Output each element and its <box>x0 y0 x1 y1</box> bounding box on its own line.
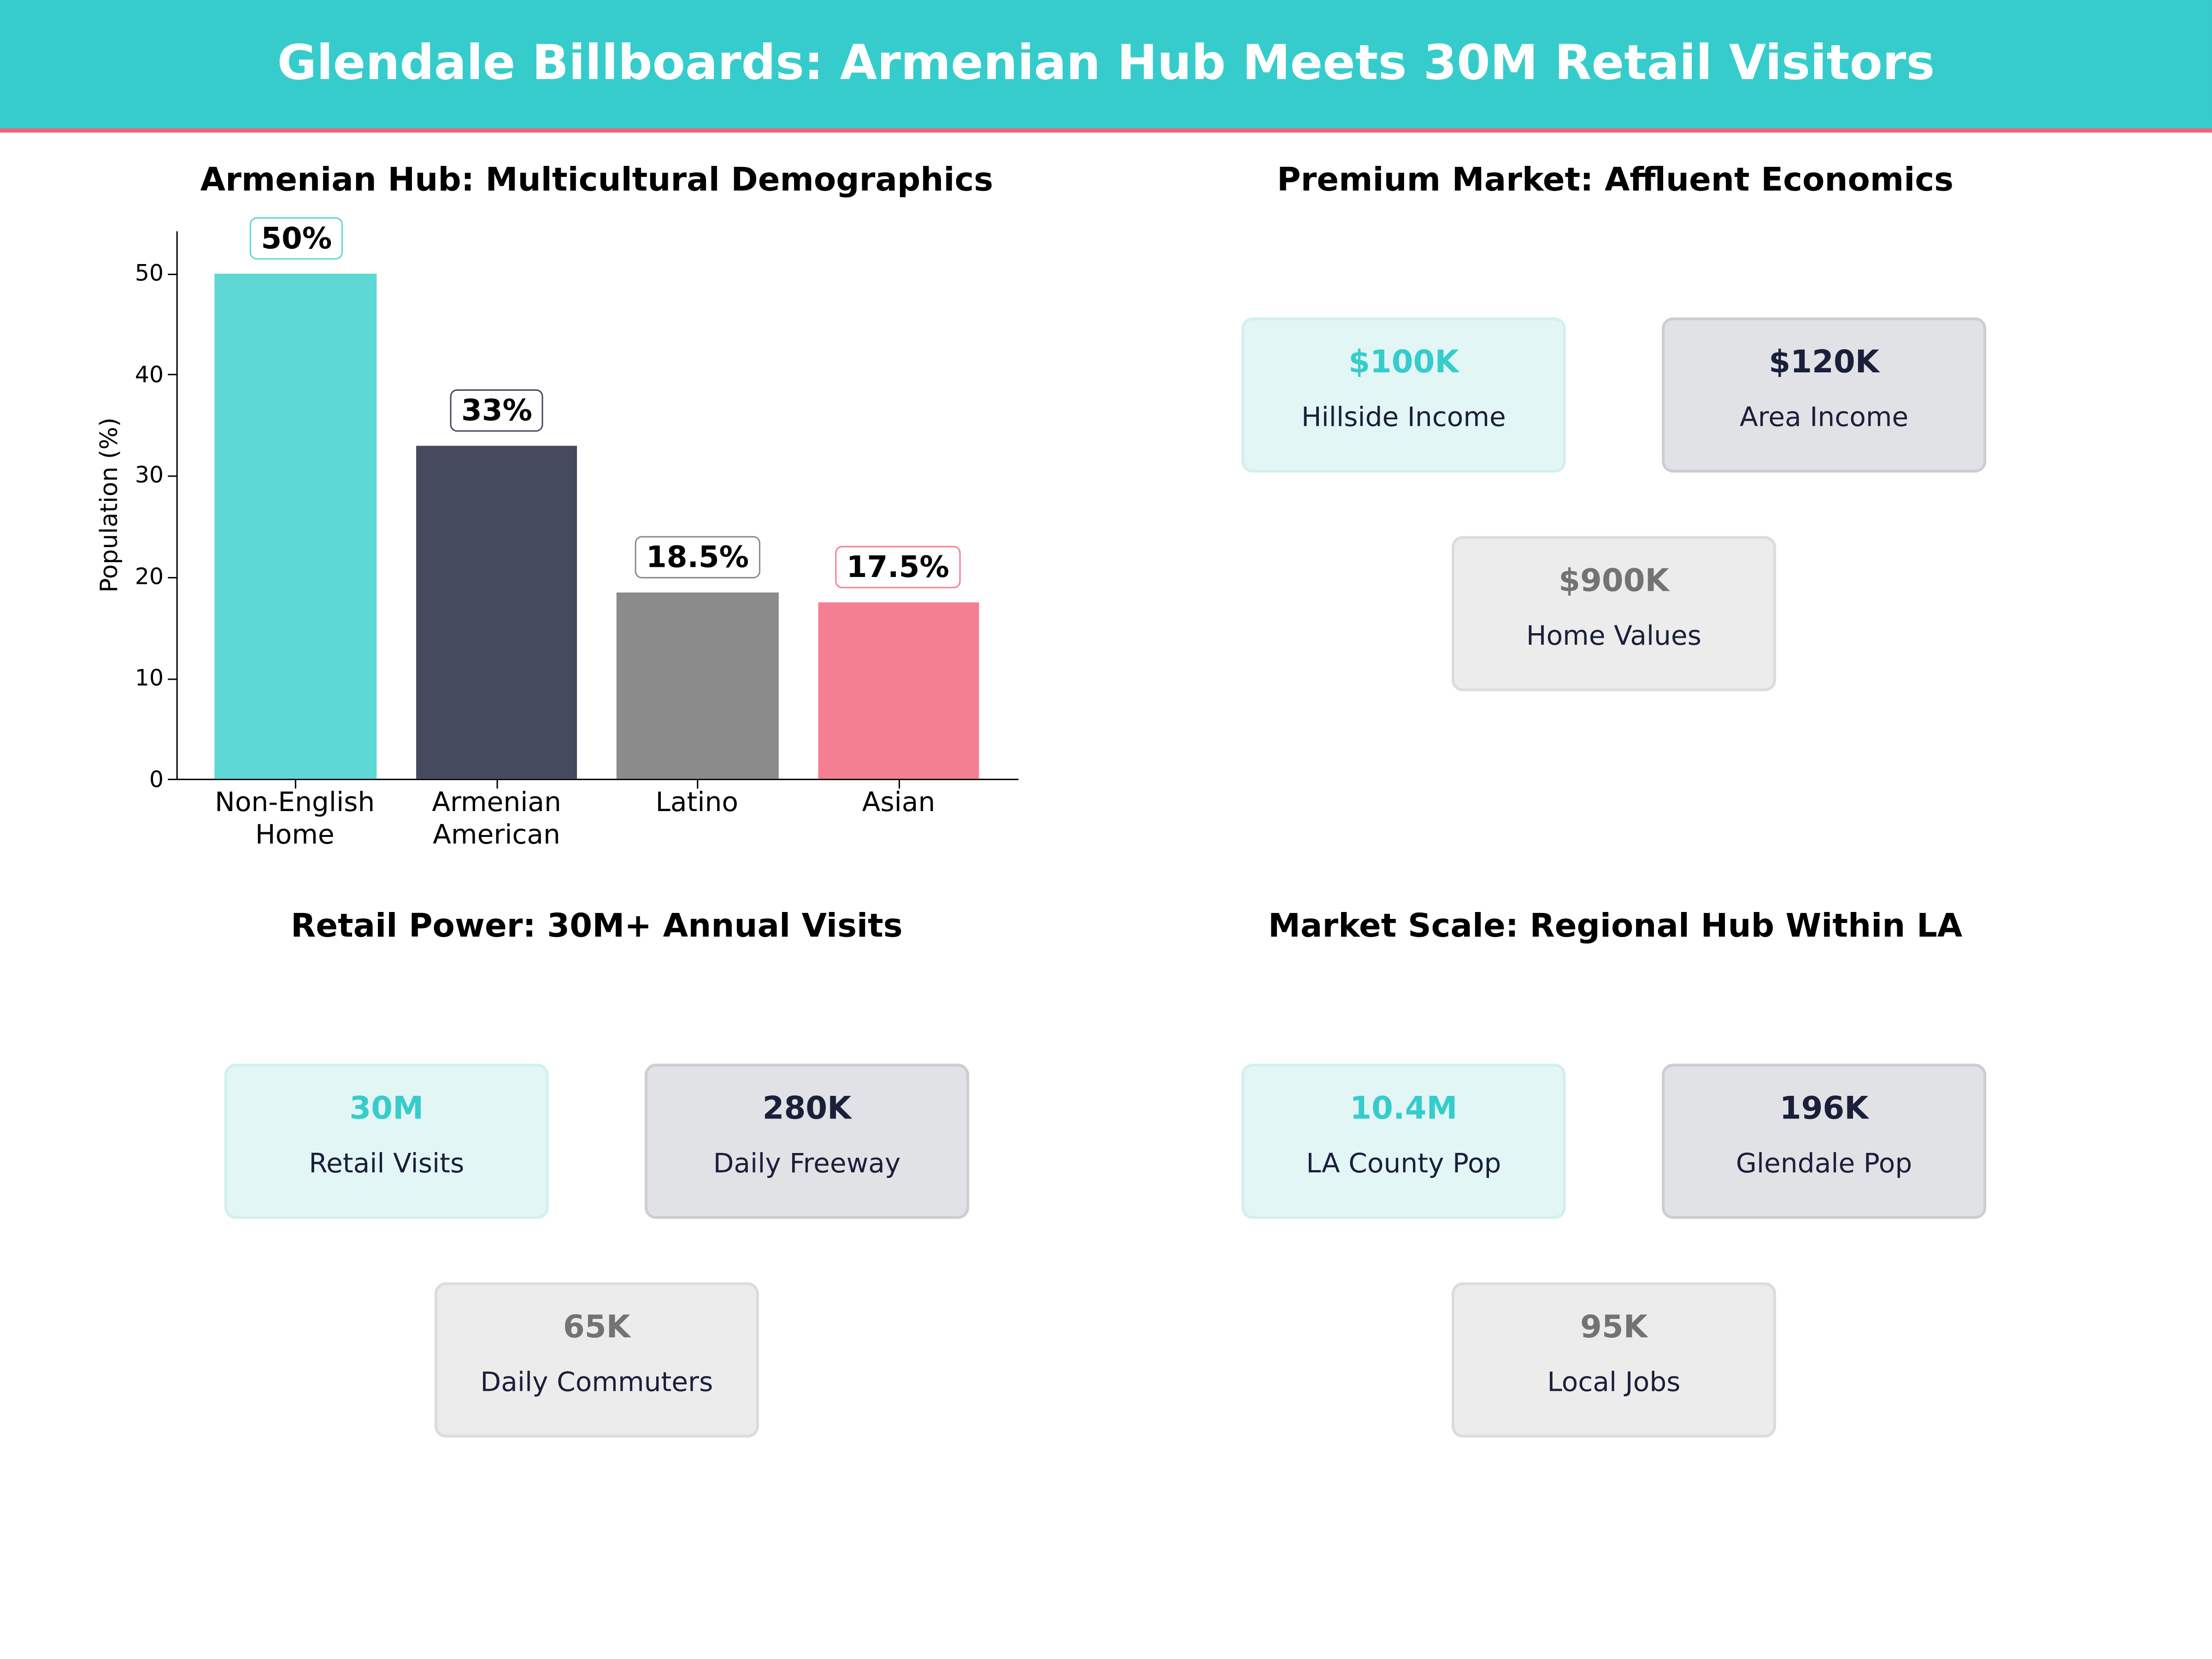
y-tick <box>168 374 176 376</box>
stat-card-la-county-pop: 10.4M LA County Pop <box>1241 1064 1566 1219</box>
y-tick <box>168 678 176 680</box>
x-tick <box>898 780 900 789</box>
card-label: Daily Commuters <box>480 1367 713 1398</box>
y-axis <box>176 231 178 780</box>
card-value: 280K <box>762 1092 852 1127</box>
card-label: Home Values <box>1526 620 1702 652</box>
bar-value-label: 17.5% <box>835 546 961 588</box>
bar-value-label: 18.5% <box>635 536 760 579</box>
x-axis <box>176 778 1019 780</box>
bar-value-label: 33% <box>450 389 544 432</box>
card-value: 95K <box>1580 1310 1647 1346</box>
card-label: Retail Visits <box>309 1148 465 1180</box>
card-label: Hillside Income <box>1301 402 1506 433</box>
x-label-line: Home <box>255 819 335 851</box>
x-tick <box>294 780 296 789</box>
stat-card-area-income: $120K Area Income <box>1662 317 1987 473</box>
stat-card-home-values: $900K Home Values <box>1451 536 1777 691</box>
demographics-title: Armenian Hub: Multicultural Demographics <box>200 162 994 199</box>
bar-value-label: 50% <box>249 217 343 260</box>
y-tick <box>168 778 176 780</box>
card-value: 196K <box>1779 1092 1869 1127</box>
card-label: Area Income <box>1739 402 1909 433</box>
x-tick-label: Armenian American <box>391 787 602 852</box>
retail-title: Retail Power: 30M+ Annual Visits <box>291 908 903 946</box>
x-label-line: Asian <box>862 787 935 818</box>
card-label: Daily Freeway <box>713 1148 901 1180</box>
header-accent-stripe <box>0 128 2212 133</box>
x-label-line: Latino <box>655 787 738 818</box>
x-label-line: Armenian <box>432 787 561 818</box>
header-banner <box>0 0 2212 129</box>
x-tick <box>496 780 498 789</box>
y-tick-label: 30 <box>135 461 164 488</box>
x-tick-label: Latino <box>591 787 803 819</box>
bar-armenian-american <box>416 446 577 779</box>
y-tick <box>168 577 176 579</box>
card-label: Glendale Pop <box>1735 1148 1912 1180</box>
stat-card-hillside-income: $100K Hillside Income <box>1241 317 1566 473</box>
stat-card-daily-freeway: 280K Daily Freeway <box>644 1064 970 1219</box>
bar-latino <box>616 592 779 779</box>
card-value: $100K <box>1348 345 1459 381</box>
page-title: Glendale Billboards: Armenian Hub Meets … <box>277 35 1935 92</box>
card-value: 65K <box>563 1310 630 1346</box>
card-value: 30M <box>349 1092 424 1127</box>
bar-asian <box>818 602 979 779</box>
y-tick-label: 40 <box>135 361 164 388</box>
stat-card-local-jobs: 95K Local Jobs <box>1451 1282 1777 1438</box>
x-tick-label: Non-English Home <box>189 787 400 852</box>
card-value: $900K <box>1559 564 1669 600</box>
y-tick <box>168 475 176 477</box>
stat-card-glendale-pop: 196K Glendale Pop <box>1662 1064 1987 1219</box>
y-tick-label: 20 <box>135 563 164 590</box>
x-tick-label: Asian <box>793 787 1004 819</box>
x-tick <box>697 780 699 789</box>
economics-title: Premium Market: Affluent Economics <box>1277 162 1954 199</box>
x-label-line: American <box>433 819 560 851</box>
card-value: 10.4M <box>1350 1092 1458 1127</box>
y-tick-label: 10 <box>135 664 164 691</box>
stat-card-retail-visits: 30M Retail Visits <box>224 1064 549 1219</box>
x-label-line: Non-English <box>215 787 375 818</box>
scale-title: Market Scale: Regional Hub Within LA <box>1268 908 1963 946</box>
y-tick-label: 50 <box>135 259 164 287</box>
card-label: Local Jobs <box>1547 1367 1681 1398</box>
y-tick-label: 0 <box>149 766 164 793</box>
card-label: LA County Pop <box>1306 1148 1501 1180</box>
card-value: $120K <box>1769 345 1879 381</box>
bar-non-english-home <box>214 273 377 779</box>
y-axis-title: Population (%) <box>96 417 124 593</box>
y-tick <box>168 273 176 275</box>
stat-card-daily-commuters: 65K Daily Commuters <box>434 1282 759 1438</box>
